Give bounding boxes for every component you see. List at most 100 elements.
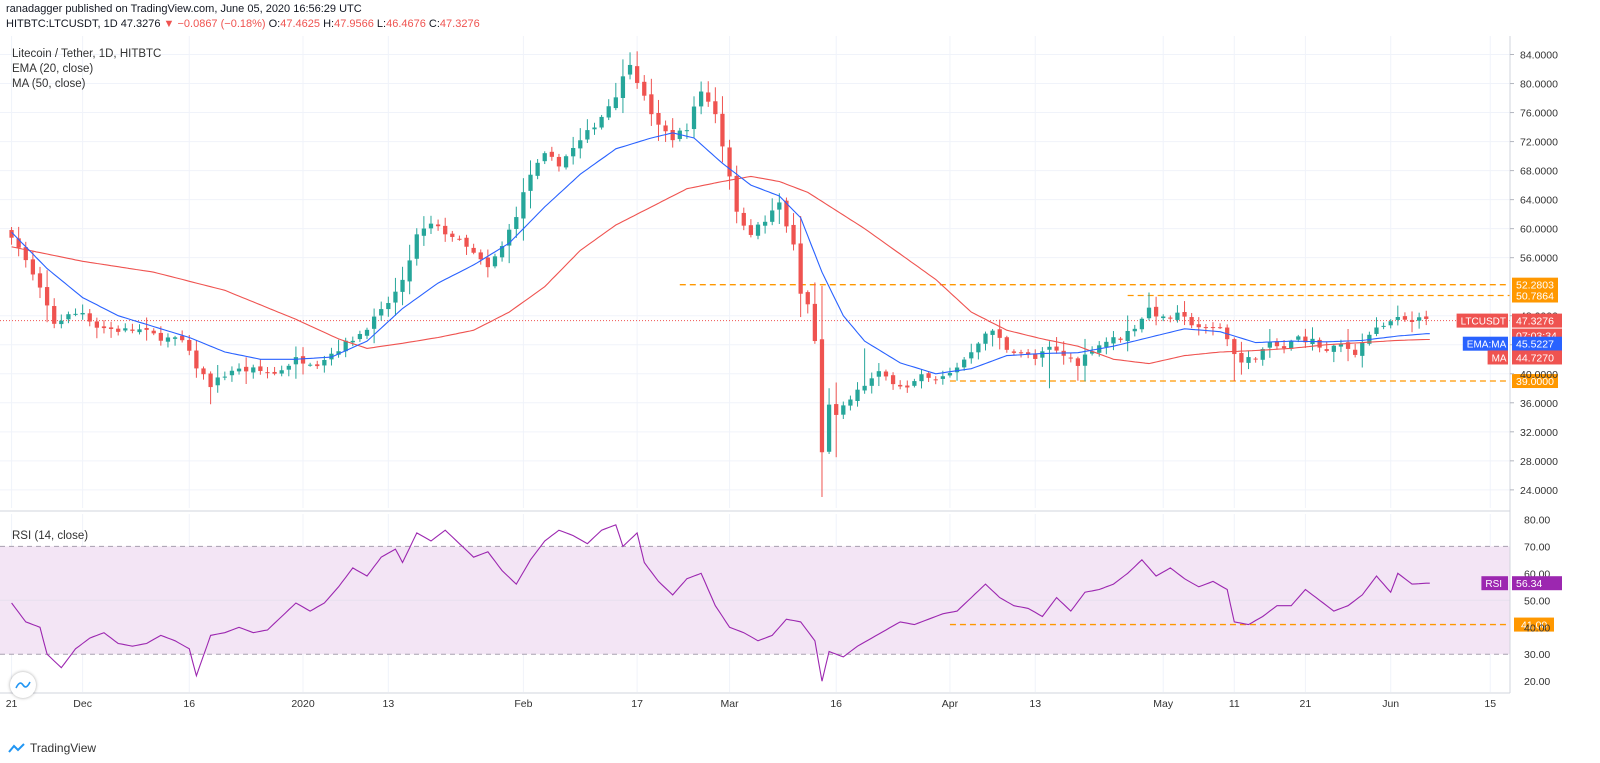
candle-body [400, 279, 405, 292]
rsi-badge-value-bg [1512, 576, 1562, 591]
rsi-legend[interactable]: RSI (14, close) [12, 530, 89, 542]
candle-body [393, 291, 398, 303]
candle [144, 317, 149, 341]
candle-body [1182, 312, 1187, 317]
candle-body [180, 335, 185, 341]
candle [962, 356, 967, 371]
candle [841, 401, 846, 420]
candle [1146, 292, 1152, 321]
candle-body [890, 375, 896, 385]
candle [770, 198, 775, 226]
last-price-badge-tag [1456, 313, 1508, 328]
candle-body [883, 371, 889, 377]
candle [1310, 327, 1315, 351]
candle-body [805, 292, 810, 305]
candle-body [379, 309, 384, 316]
candle-body [585, 130, 590, 140]
candle [80, 304, 85, 320]
candle [542, 151, 547, 165]
candle [805, 290, 810, 314]
chart-header: ranadagger published on TradingView.com,… [6, 2, 480, 32]
candle [336, 339, 341, 358]
candle-body [1303, 336, 1308, 343]
candle-body [1281, 346, 1287, 349]
tradingview-brand[interactable]: TradingView [8, 741, 96, 755]
candle [713, 87, 718, 124]
candle [116, 325, 121, 336]
candle-body [606, 106, 611, 118]
candle-body [1196, 324, 1201, 328]
candle [563, 154, 569, 170]
candle [443, 217, 448, 242]
last-price-badge: LTCUSDT 47.3276 [1456, 313, 1562, 328]
candle [293, 346, 299, 379]
candle [187, 334, 192, 356]
candle-body [1274, 341, 1280, 347]
rsi-tick-label: 40.00 [1524, 622, 1550, 634]
candle [620, 59, 626, 114]
candle-body [663, 125, 668, 132]
candle [720, 96, 725, 163]
candle [592, 122, 597, 135]
brand-name: TradingView [30, 741, 97, 755]
candle-body [962, 359, 967, 368]
candlesticks [9, 51, 1429, 497]
candle-body [94, 321, 99, 328]
candle [755, 221, 761, 240]
candle [1082, 338, 1088, 382]
candle [642, 75, 647, 101]
candle [44, 270, 50, 323]
close-label: C: [428, 18, 440, 30]
candle-body [1246, 357, 1251, 363]
candle [1239, 341, 1244, 375]
candle-body [1161, 316, 1166, 319]
candle [386, 296, 391, 317]
candle [1040, 347, 1045, 367]
rsi-level-label: 41.00 [1521, 620, 1547, 632]
candle [762, 215, 768, 234]
candle-body [1026, 352, 1031, 354]
candle [627, 52, 633, 80]
candle-body [535, 162, 540, 176]
candle-body [919, 374, 924, 382]
price-tick-label: 56.0000 [1520, 253, 1558, 265]
candle-body [350, 340, 355, 343]
candle [954, 362, 960, 381]
candle [812, 282, 818, 344]
price-tick-label: 24.0000 [1520, 485, 1558, 497]
candle-body [1409, 319, 1415, 322]
candle [706, 81, 711, 107]
candle-body [414, 234, 419, 259]
candle [1324, 341, 1329, 353]
candle [165, 333, 171, 348]
close-value: 47.3276 [439, 18, 480, 30]
candle [1232, 337, 1237, 382]
replay-button[interactable] [10, 672, 36, 698]
candle-body [1153, 306, 1159, 317]
legend-ma[interactable]: MA (50, close) [12, 78, 86, 90]
candle [1132, 324, 1137, 337]
candle-body [549, 151, 554, 157]
candle-body [826, 404, 832, 452]
open-label: O: [268, 18, 281, 30]
candle-body [1125, 330, 1130, 342]
price-tick-label: 32.0000 [1520, 427, 1558, 439]
candle [1388, 319, 1393, 329]
legend-ema[interactable]: EMA (20, close) [12, 63, 94, 75]
rsi-panel [0, 545, 1510, 655]
candle [9, 226, 14, 245]
candle [464, 234, 469, 255]
candle [172, 335, 178, 346]
candle-body [1253, 358, 1258, 360]
candle [734, 165, 739, 224]
candle-body [308, 364, 313, 366]
candle-body [862, 385, 867, 391]
candle-body [734, 175, 739, 212]
candle-body [443, 225, 448, 235]
candle-body [229, 370, 235, 376]
candle-body [578, 140, 583, 149]
last-price-badge-name: LTCUSDT [1461, 317, 1506, 328]
ma-badge: MA 44.7270 [1487, 350, 1562, 365]
candle-body [1267, 341, 1272, 348]
